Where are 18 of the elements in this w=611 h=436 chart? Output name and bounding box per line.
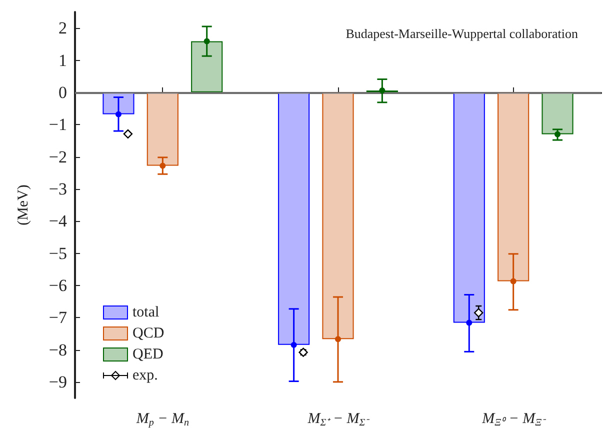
legend-label: total — [132, 304, 160, 320]
y-tick-label: −6 — [48, 276, 67, 295]
y-tick-label: −8 — [48, 340, 67, 360]
y-tick-label: −9 — [48, 372, 67, 392]
y-tick-label: −5 — [48, 244, 67, 263]
y-axis-title: (MeV) — [16, 184, 32, 226]
y-tick-label: −7 — [48, 308, 68, 328]
legend-label: QCD — [132, 326, 164, 342]
y-tick-label: −3 — [48, 179, 67, 198]
text: Budapest-Marseille-Wuppertal collaboration — [346, 26, 578, 41]
y-tick-label: 2 — [58, 18, 67, 38]
y-tick-label: −1 — [48, 115, 67, 134]
y-tick-label: −2 — [48, 147, 67, 166]
legend-label: exp. — [132, 368, 158, 384]
y-tick-label: 1 — [58, 50, 67, 70]
y-tick-label: 0 — [58, 82, 67, 102]
y-tick-label: −4 — [48, 212, 68, 231]
legend-label: QED — [132, 346, 164, 362]
